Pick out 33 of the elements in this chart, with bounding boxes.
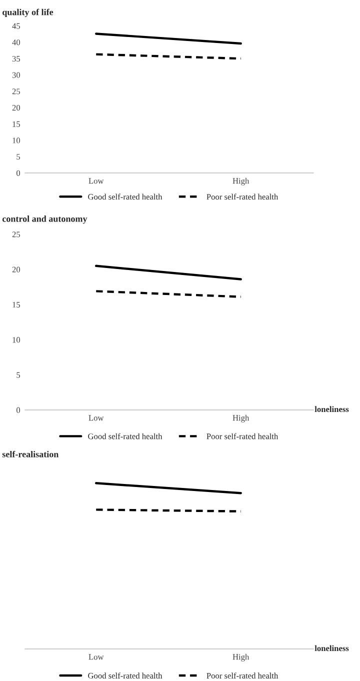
x-axis-title: loneliness — [314, 645, 349, 652]
x-tick-label: Low — [88, 178, 104, 184]
legend-label: Good self-rated health — [88, 433, 162, 440]
y-tick-label: 35 — [12, 56, 20, 62]
y-tick-label: 5 — [16, 372, 20, 378]
y-tick-label: 5 — [16, 154, 20, 160]
y-tick-label: 10 — [12, 337, 20, 343]
x-tick-label: Low — [88, 654, 104, 660]
y-axis-title: quality of life — [2, 8, 54, 18]
y-tick-label: 45 — [12, 23, 20, 29]
y-tick-label: 40 — [12, 40, 20, 46]
legend-label: Good self-rated health — [88, 672, 162, 679]
y-tick-label: 25 — [12, 88, 20, 94]
legend-label: Poor self-rated health — [206, 672, 278, 679]
y-tick-label: 20 — [12, 104, 20, 111]
y-tick-label: 20 — [12, 266, 20, 272]
legend-label: Poor self-rated health — [206, 433, 278, 440]
legend-label: Good self-rated health — [88, 194, 162, 200]
y-axis-title: control and autonomy — [2, 216, 88, 224]
y-tick-label: 25 — [12, 232, 20, 238]
y-tick-label: 0 — [16, 170, 20, 176]
y-tick-label: 10 — [12, 138, 20, 144]
y-tick-label: 15 — [12, 302, 20, 308]
y-tick-label: 0 — [16, 407, 20, 413]
y-tick-label: 15 — [12, 121, 20, 127]
y-tick-label: 30 — [12, 72, 20, 78]
x-tick-label: Low — [88, 415, 104, 421]
x-tick-label: High — [232, 414, 250, 422]
x-axis-title: loneliness — [314, 406, 349, 412]
legend-label: Poor self-rated health — [206, 194, 278, 200]
y-axis-title: self-realisation — [2, 450, 59, 458]
x-tick-label: High — [232, 178, 250, 186]
x-tick-label: High — [232, 654, 250, 662]
